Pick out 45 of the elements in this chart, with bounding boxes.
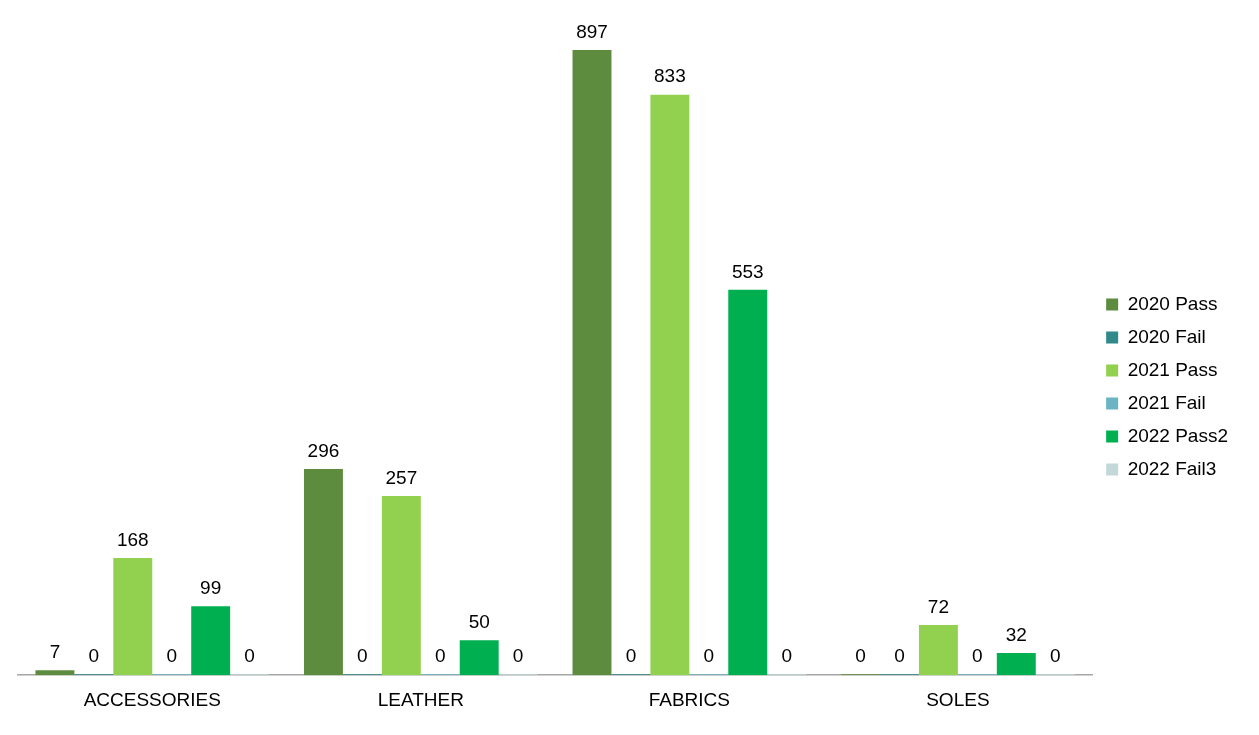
data-label: 99: [200, 576, 222, 598]
data-label: 7: [49, 641, 61, 663]
bar: [996, 652, 1036, 676]
data-label: 0: [512, 644, 524, 666]
x-tick-label: SOLES: [926, 688, 990, 710]
data-label: 72: [927, 595, 949, 617]
legend-label: 2021 Fail: [1127, 391, 1206, 413]
bar: [303, 468, 343, 676]
legend-label: 2021 Pass: [1127, 358, 1218, 380]
bar: [572, 50, 612, 676]
data-label: 296: [307, 439, 340, 461]
bar: [113, 558, 153, 676]
x-tick-label: FABRICS: [648, 688, 730, 710]
data-label: 833: [654, 65, 686, 87]
data-label: 257: [385, 466, 418, 488]
data-label: 897: [576, 20, 608, 42]
x-tick-label: LEATHER: [377, 688, 464, 710]
data-label: 0: [972, 644, 983, 666]
data-label: 0: [894, 644, 905, 666]
data-label: 0: [357, 644, 368, 666]
data-label: 0: [855, 644, 866, 666]
data-label: 168: [116, 528, 149, 550]
data-label: 553: [731, 260, 764, 282]
bar: [191, 606, 231, 676]
legend-label: 2020 Pass: [1127, 292, 1218, 314]
bar: [35, 670, 75, 676]
legend-label: 2022 Fail3: [1127, 457, 1217, 479]
bar: [918, 625, 958, 676]
data-label: 0: [434, 644, 446, 666]
data-label: 0: [244, 644, 255, 666]
data-label: 0: [625, 644, 637, 666]
bar: [728, 289, 768, 676]
data-label: 0: [166, 644, 178, 666]
bar: [381, 496, 421, 676]
data-label: 32: [1005, 623, 1027, 645]
data-label: 0: [88, 644, 100, 666]
x-tick-label: ACCESSORIES: [83, 688, 221, 710]
bar: [650, 94, 690, 676]
data-label: 0: [781, 644, 792, 666]
legend-label: 2022 Pass2: [1127, 424, 1229, 446]
data-label: 0: [1049, 644, 1061, 666]
data-label: 50: [468, 611, 490, 633]
data-label: 0: [703, 644, 715, 666]
legend-label: 2020 Fail: [1127, 325, 1206, 347]
bar: [459, 640, 499, 676]
